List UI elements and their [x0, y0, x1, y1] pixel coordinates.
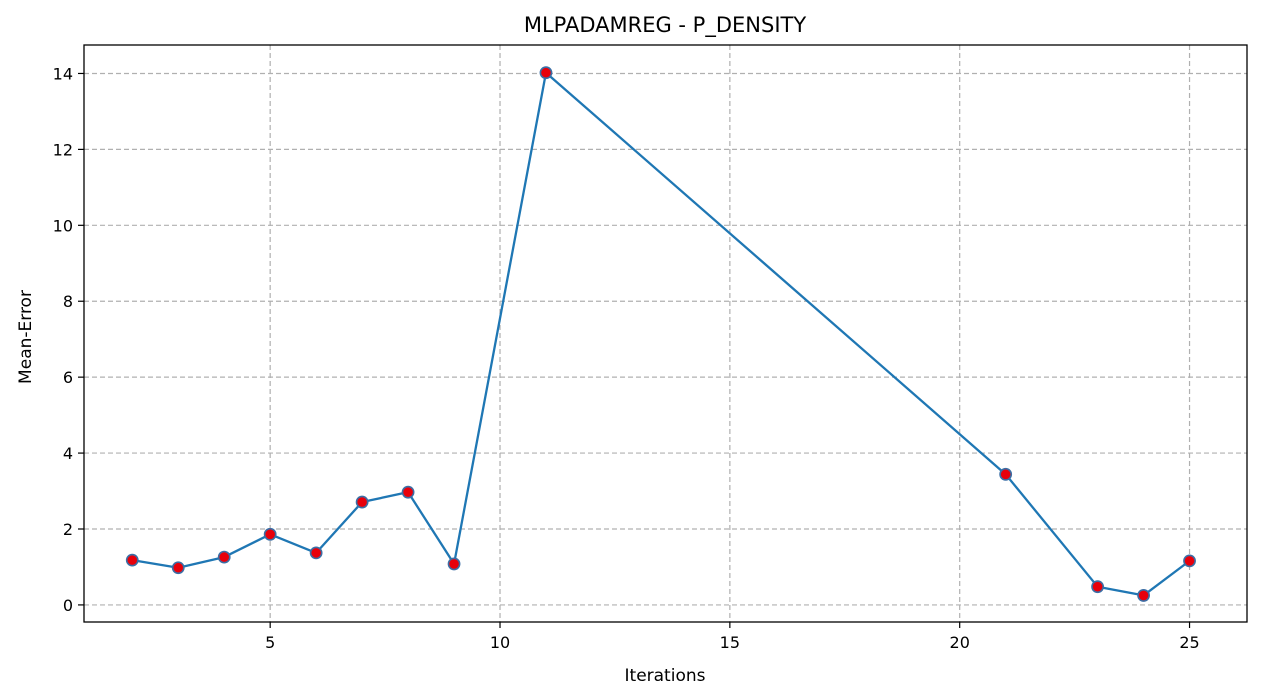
data-point: [309, 546, 323, 560]
data-point: [401, 485, 415, 499]
data-point: [999, 467, 1013, 481]
data-point: [217, 550, 231, 564]
y-axis-label: Mean-Error: [16, 290, 36, 384]
data-point: [171, 561, 185, 575]
data-point: [1137, 589, 1150, 602]
y-tick-label: 4: [63, 444, 73, 463]
data-point: [539, 66, 553, 80]
plot-frame: [83, 44, 1248, 623]
y-tick-label: 2: [63, 520, 73, 539]
data-point: [447, 557, 461, 571]
x-tick-label: 10: [490, 633, 510, 652]
y-tick-label: 8: [63, 292, 73, 311]
grid: [84, 45, 1247, 622]
x-axis-label: Iterations: [625, 666, 706, 686]
data-point: [125, 553, 139, 567]
y-tick-label: 12: [53, 140, 73, 159]
y-tick-label: 0: [63, 596, 73, 615]
data-point: [1091, 580, 1105, 594]
axes-ticks: 5 10 15 20 25 0 2 4 6 8 10 12 14: [53, 64, 1200, 652]
data-point: [1183, 554, 1196, 568]
x-tick-label: 5: [265, 633, 275, 652]
x-tick-label: 20: [950, 633, 970, 652]
series-line: [132, 71, 1191, 597]
x-tick-label: 15: [720, 633, 740, 652]
y-tick-label: 10: [53, 216, 73, 235]
series: [125, 66, 1196, 602]
data-point: [355, 495, 369, 509]
chart-title: MLPADAMREG - P_DENSITY: [524, 13, 807, 38]
y-tick-label: 14: [53, 64, 73, 83]
y-tick-label: 6: [63, 368, 73, 387]
data-point: [263, 527, 277, 541]
x-tick-label: 25: [1179, 633, 1199, 652]
